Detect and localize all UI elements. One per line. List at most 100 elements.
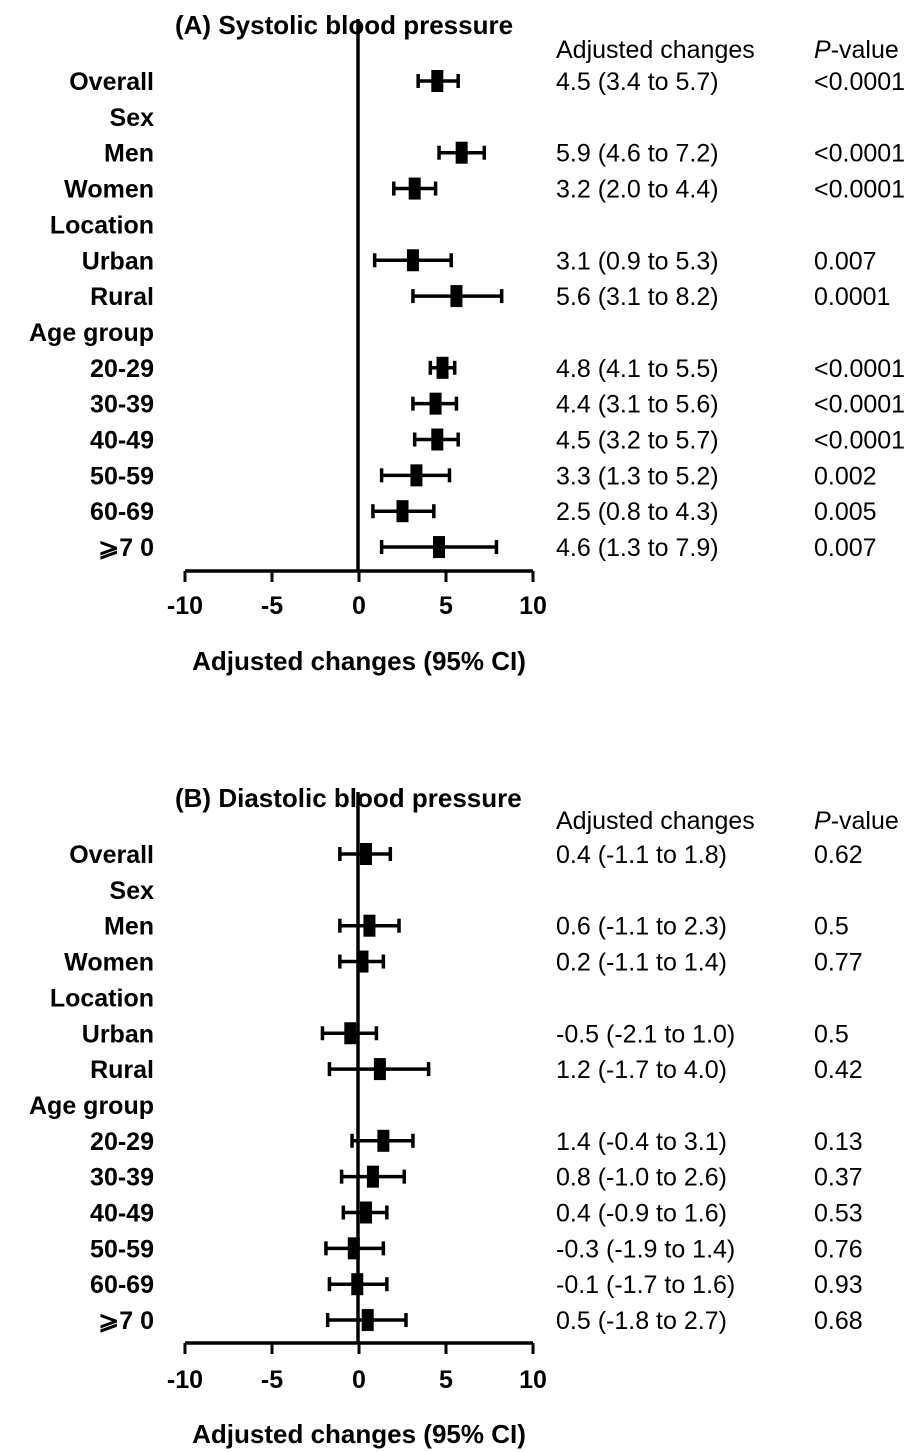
point-estimate-rural xyxy=(450,285,463,308)
row-label-urban: Urban xyxy=(82,247,154,275)
x-tick-label: 10 xyxy=(519,592,547,620)
estimate-text-20-29: 1.4 (-0.4 to 3.1) xyxy=(556,1128,727,1156)
p-italic: P xyxy=(814,807,831,835)
p-value-women: 0.77 xyxy=(814,949,863,977)
estimate-text-50-59: -0.3 (-1.9 to 1.4) xyxy=(556,1235,735,1263)
estimate-text-rural: 1.2 (-1.7 to 4.0) xyxy=(556,1056,727,1084)
row-label-location: Location xyxy=(50,211,154,239)
row-label-7-0: ⩾7 0 xyxy=(98,534,154,562)
point-estimate-rural xyxy=(373,1058,386,1081)
point-estimate-50-59 xyxy=(410,464,423,487)
point-estimate-30-39 xyxy=(366,1165,379,1188)
point-estimate-50-59 xyxy=(347,1237,360,1260)
row-label-sex: Sex xyxy=(110,877,155,905)
estimate-text-urban: -0.5 (-2.1 to 1.0) xyxy=(556,1020,735,1048)
row-label-men: Men xyxy=(104,140,154,168)
row-label-50-59: 50-59 xyxy=(90,462,154,490)
row-label-women: Women xyxy=(64,176,154,204)
estimate-text-60-69: -0.1 (-1.7 to 1.6) xyxy=(556,1271,735,1299)
point-estimate-7-0 xyxy=(361,1309,374,1332)
row-label-location: Location xyxy=(50,984,154,1012)
x-tick-label: -5 xyxy=(261,1366,283,1394)
p-value-rural: 0.0001 xyxy=(814,283,890,311)
estimate-text-60-69: 2.5 (0.8 to 4.3) xyxy=(556,498,719,526)
point-estimate-overall xyxy=(431,70,444,92)
point-estimate-women xyxy=(408,177,421,200)
forest-panel-systolic: (A) Systolic blood pressure Adjusted chan… xyxy=(29,10,905,676)
estimate-text-30-39: 4.4 (3.1 to 5.6) xyxy=(556,391,719,419)
panel-title: (A) Systolic blood pressure xyxy=(175,10,513,40)
column-header-p-value: P-value xyxy=(814,36,899,64)
p-value-20-29: <0.0001 xyxy=(814,355,905,383)
row-label-40-49: 40-49 xyxy=(90,427,154,455)
column-header-estimate: Adjusted changes xyxy=(556,807,755,835)
p-value-40-49: 0.53 xyxy=(814,1200,863,1228)
p-suffix: -value xyxy=(831,807,899,835)
estimate-text-7-0: 0.5 (-1.8 to 2.7) xyxy=(556,1307,727,1335)
p-value-7-0: 0.68 xyxy=(814,1307,863,1335)
p-value-women: <0.0001 xyxy=(814,176,905,204)
x-tick-label: -10 xyxy=(167,1366,203,1394)
row-label-men: Men xyxy=(104,913,154,941)
point-estimate-urban xyxy=(344,1022,357,1045)
estimate-text-20-29: 4.8 (4.1 to 5.5) xyxy=(556,355,719,383)
estimate-text-urban: 3.1 (0.9 to 5.3) xyxy=(556,247,719,275)
point-estimate-40-49 xyxy=(431,428,444,451)
estimate-text-30-39: 0.8 (-1.0 to 2.6) xyxy=(556,1164,727,1192)
row-label-50-59: 50-59 xyxy=(90,1235,154,1263)
row-label-rural: Rural xyxy=(90,283,154,311)
row-label-overall: Overall xyxy=(69,841,154,869)
point-estimate-overall xyxy=(359,843,372,865)
p-value-50-59: 0.76 xyxy=(814,1235,863,1263)
p-value-30-39: <0.0001 xyxy=(814,391,905,419)
column-header-estimate: Adjusted changes xyxy=(556,36,755,64)
p-value-men: 0.5 xyxy=(814,913,849,941)
row-label-20-29: 20-29 xyxy=(90,355,154,383)
point-estimate-30-39 xyxy=(429,392,442,415)
p-value-60-69: 0.93 xyxy=(814,1271,863,1299)
estimate-text-women: 0.2 (-1.1 to 1.4) xyxy=(556,949,727,977)
p-value-40-49: <0.0001 xyxy=(814,427,905,455)
p-value-urban: 0.5 xyxy=(814,1020,849,1048)
p-value-20-29: 0.13 xyxy=(814,1128,863,1156)
forest-panel-diastolic: (B) Diastolic blood pressure Adjusted cha… xyxy=(29,783,899,1449)
row-label-urban: Urban xyxy=(82,1020,154,1048)
x-tick-label: 0 xyxy=(352,592,366,620)
p-suffix: -value xyxy=(831,36,899,64)
point-estimate-20-29 xyxy=(377,1129,390,1152)
row-label-age-group: Age group xyxy=(29,1092,154,1120)
p-value-overall: <0.0001 xyxy=(814,68,905,96)
estimate-text-men: 0.6 (-1.1 to 2.3) xyxy=(556,913,727,941)
p-value-30-39: 0.37 xyxy=(814,1164,863,1192)
x-axis-label: Adjusted changes (95% CI) xyxy=(192,646,526,676)
point-estimate-20-29 xyxy=(436,356,449,379)
estimate-text-women: 3.2 (2.0 to 4.4) xyxy=(556,176,719,204)
p-value-overall: 0.62 xyxy=(814,841,863,869)
row-label-overall: Overall xyxy=(69,68,154,96)
estimate-text-40-49: 4.5 (3.2 to 5.7) xyxy=(556,427,719,455)
point-estimate-60-69 xyxy=(351,1273,364,1296)
point-estimate-7-0 xyxy=(433,536,446,559)
x-tick-label: 5 xyxy=(439,1366,453,1394)
point-estimate-40-49 xyxy=(359,1201,372,1224)
p-value-50-59: 0.002 xyxy=(814,462,877,490)
p-value-men: <0.0001 xyxy=(814,140,905,168)
x-tick-label: 10 xyxy=(519,1366,547,1394)
estimate-text-40-49: 0.4 (-0.9 to 1.6) xyxy=(556,1200,727,1228)
row-label-40-49: 40-49 xyxy=(90,1200,154,1228)
x-tick-label: -5 xyxy=(261,592,283,620)
p-value-60-69: 0.005 xyxy=(814,498,877,526)
x-tick-label: 0 xyxy=(352,1366,366,1394)
estimate-text-men: 5.9 (4.6 to 7.2) xyxy=(556,140,719,168)
estimate-text-overall: 4.5 (3.4 to 5.7) xyxy=(556,68,719,96)
x-tick-label: 5 xyxy=(439,592,453,620)
point-estimate-60-69 xyxy=(396,500,409,523)
row-label-60-69: 60-69 xyxy=(90,498,154,526)
point-estimate-men xyxy=(363,914,376,937)
x-tick-label: -10 xyxy=(167,592,203,620)
row-label-30-39: 30-39 xyxy=(90,391,154,419)
p-value-7-0: 0.007 xyxy=(814,534,877,562)
row-label-30-39: 30-39 xyxy=(90,1164,154,1192)
row-label-age-group: Age group xyxy=(29,319,154,347)
